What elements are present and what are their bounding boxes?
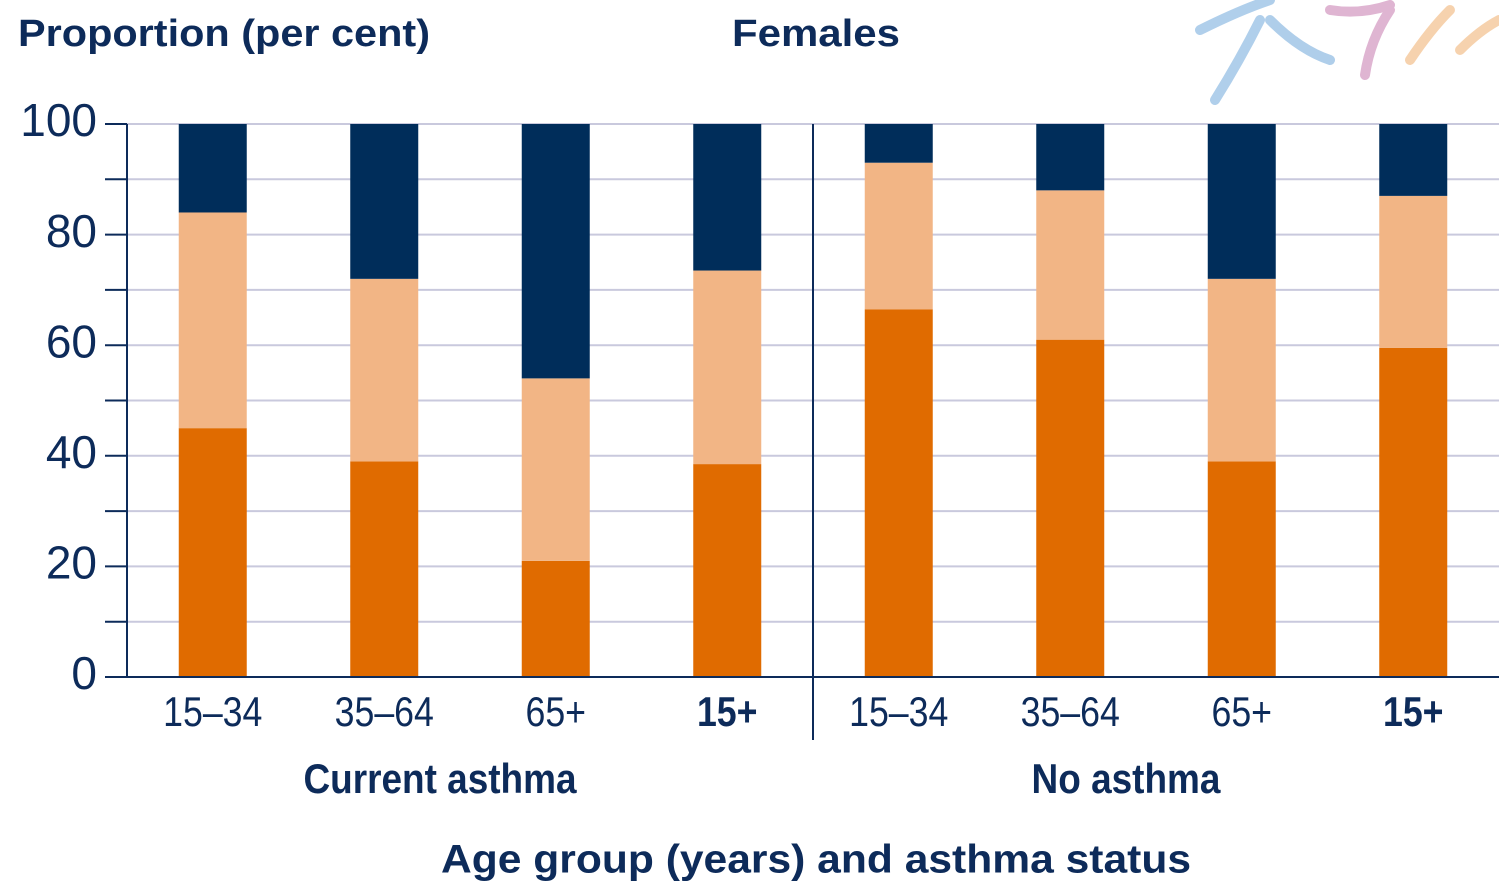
- bar-segment: [179, 124, 247, 212]
- bar-segment: [179, 428, 247, 677]
- y-tick-label: 40: [46, 426, 97, 478]
- bar-segment: [522, 124, 590, 378]
- x-tick-label: 35–64: [335, 689, 434, 735]
- bar-segment: [1379, 124, 1447, 196]
- bar-segment: [865, 309, 933, 677]
- bar-segment: [1036, 190, 1104, 339]
- bar-segment: [1208, 279, 1276, 461]
- bar-segment: [693, 271, 761, 465]
- bar-segment: [1036, 340, 1104, 677]
- x-axis-title: Age group (years) and asthma status: [441, 838, 1191, 882]
- x-tick-label: 15+: [1383, 689, 1444, 735]
- group-label: No asthma: [1032, 756, 1222, 803]
- chart: Proportion (per cent) Females Age group …: [0, 0, 1499, 894]
- y-tick-label: 100: [20, 94, 97, 146]
- bar-segment: [1208, 461, 1276, 677]
- bar-segment: [179, 212, 247, 428]
- y-tick-label: 80: [46, 205, 97, 257]
- x-tick-label: 15–34: [849, 689, 948, 735]
- bar-segment: [1036, 124, 1104, 190]
- bar-segment: [1379, 348, 1447, 677]
- bar-segment: [350, 124, 418, 279]
- bar-segment: [350, 461, 418, 677]
- x-tick-label: 65+: [1211, 689, 1272, 735]
- x-tick-label: 65+: [525, 689, 586, 735]
- bar-segment: [350, 279, 418, 461]
- bar-segment: [865, 124, 933, 163]
- x-tick-label: 15+: [697, 689, 758, 735]
- bar-segment: [1208, 124, 1276, 279]
- y-tick-label: 60: [46, 315, 97, 367]
- decoration: [1200, 0, 1499, 100]
- group-label: Current asthma: [303, 756, 577, 803]
- page: Proportion (per cent) Females Age group …: [0, 0, 1499, 894]
- x-tick-label: 35–64: [1021, 689, 1120, 735]
- bar-segment: [865, 163, 933, 310]
- bar-segment: [522, 561, 590, 677]
- y-tick-label: 20: [46, 537, 97, 589]
- y-tick-label: 0: [71, 647, 97, 699]
- bar-segment: [1379, 196, 1447, 348]
- bar-segment: [522, 378, 590, 560]
- chart-title: Females: [732, 13, 900, 55]
- bar-segment: [693, 124, 761, 271]
- y-axis-title: Proportion (per cent): [18, 13, 430, 55]
- bar-segment: [693, 464, 761, 677]
- x-tick-label: 15–34: [163, 689, 262, 735]
